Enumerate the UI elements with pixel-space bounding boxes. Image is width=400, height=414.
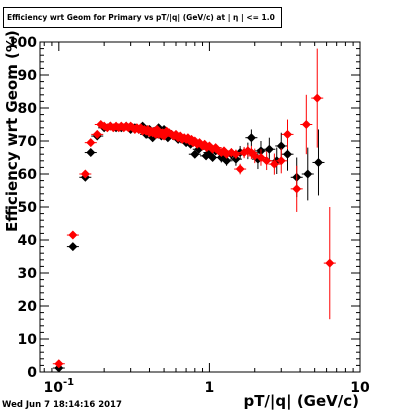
y-axis-label: Efficiency wrt Geom (%) — [3, 30, 21, 232]
diamond-marker — [312, 93, 322, 103]
chart-title: Efficiency wrt Geom for Primary vs pT/|q… — [3, 7, 282, 28]
data-point — [275, 148, 288, 174]
data-point — [300, 94, 313, 155]
data-point — [312, 129, 325, 196]
diamond-marker — [68, 230, 78, 240]
diamond-marker — [208, 153, 218, 162]
diamond-marker — [54, 359, 64, 369]
diamond-marker — [86, 148, 96, 158]
data-point — [79, 169, 92, 179]
diamond-marker — [303, 169, 313, 179]
data-point — [66, 242, 79, 252]
y-tick-label: 50 — [18, 200, 38, 216]
y-tick-label: 60 — [18, 167, 38, 183]
x-tick-label: 1 — [205, 380, 215, 396]
axes: 0 10 20 30 40 50 60 70 80 90 100 10-1 1 10 — [8, 35, 370, 396]
diamond-marker — [264, 144, 274, 154]
x-tick-exponent: -1 — [63, 377, 74, 388]
diamond-marker — [246, 133, 256, 143]
y-tick-label: 0 — [27, 365, 37, 381]
y-tick-label: 90 — [18, 68, 38, 84]
y-tick-label: 10 — [18, 332, 38, 348]
diamond-marker — [80, 169, 90, 179]
data-point — [248, 148, 261, 164]
diamond-marker — [68, 242, 78, 252]
y-tick-label: 70 — [18, 134, 38, 150]
data-point — [311, 48, 324, 148]
plot-frame — [39, 41, 361, 373]
x-tick-label: 10-1 — [44, 377, 75, 396]
data-point — [52, 359, 65, 369]
data-point — [263, 137, 276, 161]
x-tick-label: 10 — [350, 380, 370, 396]
data-point — [229, 149, 242, 159]
y-tick-label: 100 — [8, 35, 37, 51]
diamond-marker — [313, 157, 323, 167]
y-tick-label: 80 — [18, 101, 38, 117]
data-point — [290, 165, 303, 212]
diamond-marker — [325, 258, 335, 268]
x-axis-label: pT/|q| (GeV/c) — [243, 392, 359, 411]
diamond-marker — [276, 156, 286, 166]
data-point — [301, 147, 314, 201]
y-tick-label: 30 — [18, 266, 38, 282]
data-point — [91, 129, 104, 139]
data-point — [84, 148, 97, 158]
diamond-marker — [282, 129, 292, 139]
y-tick-label: 40 — [18, 233, 38, 249]
diamond-marker — [231, 154, 241, 164]
diamond-marker — [235, 164, 245, 174]
data-markers — [52, 48, 336, 373]
diamond-marker — [92, 129, 102, 139]
diamond-marker — [250, 151, 260, 161]
data-point — [260, 151, 273, 171]
data-point — [275, 132, 288, 160]
diamond-marker — [269, 159, 279, 169]
y-tick-label: 20 — [18, 299, 38, 315]
diamond-marker — [222, 156, 232, 166]
diamond-marker — [276, 141, 286, 151]
data-point — [66, 230, 79, 240]
data-point — [84, 138, 97, 148]
diamond-marker — [292, 184, 302, 194]
diamond-marker — [282, 149, 292, 159]
data-point — [268, 153, 281, 175]
timestamp: Wed Jun 7 18:14:16 2017 — [2, 400, 122, 410]
data-point — [323, 207, 336, 320]
data-point — [281, 119, 294, 150]
diamond-marker — [262, 156, 272, 166]
diamond-marker — [86, 138, 96, 148]
data-point — [245, 129, 258, 146]
diamond-marker — [231, 149, 241, 159]
data-point — [234, 163, 247, 175]
diamond-marker — [301, 120, 311, 129]
